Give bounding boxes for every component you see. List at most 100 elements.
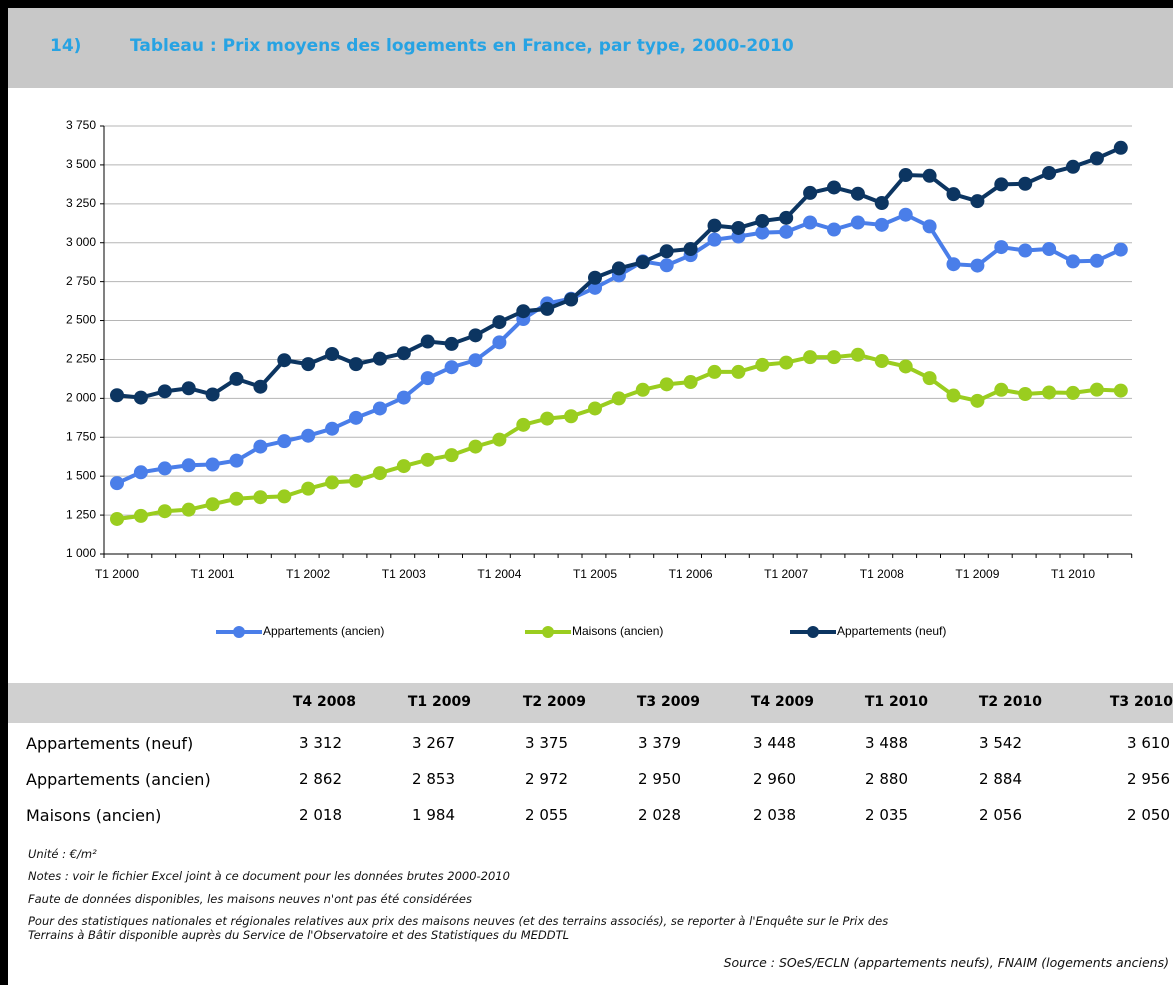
- point: [707, 364, 722, 379]
- table-cell: 2 018: [299, 806, 342, 824]
- point: [492, 432, 507, 447]
- column-header: T2 2009: [522, 694, 586, 710]
- row-label: Appartements (ancien): [26, 770, 211, 789]
- point: [898, 359, 913, 374]
- point: [372, 466, 387, 481]
- point: [755, 357, 770, 372]
- point: [110, 511, 124, 526]
- point: [898, 168, 913, 183]
- column-header: T1 2010: [864, 694, 928, 710]
- point: [683, 375, 698, 390]
- point: [205, 387, 220, 402]
- point: [325, 421, 340, 436]
- point: [253, 379, 268, 394]
- point: [325, 347, 340, 362]
- point: [157, 384, 172, 399]
- point: [110, 476, 124, 491]
- table-cell: 2 880: [865, 770, 908, 788]
- y-tick-label: 3 000: [66, 235, 96, 249]
- point: [229, 371, 244, 386]
- title: Tableau : Prix moyens des logements en F…: [130, 36, 794, 56]
- point: [1018, 387, 1033, 402]
- point: [157, 504, 172, 519]
- note: Faute de données disponibles, les maison…: [28, 892, 472, 906]
- point: [946, 388, 961, 403]
- point: [588, 280, 602, 295]
- point: [133, 508, 148, 523]
- point: [994, 240, 1009, 255]
- point: [898, 207, 913, 222]
- point: [420, 452, 435, 467]
- y-tick-label: 1 000: [66, 546, 96, 560]
- table-cell: 3 312: [299, 734, 342, 752]
- y-tick-label: 1 750: [66, 429, 96, 443]
- column-header: T2 2010: [978, 694, 1042, 710]
- point: [707, 218, 722, 233]
- source: Source : SOeS/ECLN (appartements neufs),…: [723, 955, 1169, 970]
- x-tick-label: T1 2009: [955, 567, 999, 581]
- point: [1089, 253, 1104, 268]
- point: [540, 301, 555, 316]
- point: [349, 473, 363, 488]
- y-tick-label: 2 250: [66, 352, 96, 366]
- point: [707, 232, 722, 247]
- point: [157, 461, 172, 476]
- row-label: Maisons (ancien): [26, 806, 162, 825]
- point: [803, 185, 818, 200]
- point: [420, 371, 435, 386]
- point: [1042, 166, 1057, 181]
- point: [205, 457, 220, 472]
- table-cell: 2 050: [1127, 806, 1170, 824]
- point: [850, 215, 865, 230]
- point: [468, 353, 483, 368]
- y-tick-label: 3 250: [66, 196, 96, 210]
- point: [659, 244, 674, 259]
- point: [803, 350, 818, 365]
- point: [1113, 140, 1128, 155]
- point: [301, 357, 316, 372]
- point: [683, 241, 698, 256]
- note: Unité : €/m²: [28, 847, 97, 861]
- column-header: T4 2008: [292, 694, 356, 710]
- point: [420, 334, 435, 349]
- x-tick-label: T1 2001: [191, 567, 235, 581]
- table-cell: 3 375: [525, 734, 568, 752]
- point: [372, 351, 387, 366]
- point: [827, 350, 841, 365]
- note: Notes : voir le fichier Excel joint à ce…: [28, 869, 510, 883]
- point: [133, 390, 148, 405]
- point: [659, 377, 674, 392]
- point: [803, 215, 818, 230]
- point: [731, 364, 746, 379]
- table-cell: 2 055: [525, 806, 568, 824]
- point: [850, 347, 865, 362]
- table-cell: 2 960: [753, 770, 796, 788]
- table-cell: 2 038: [753, 806, 796, 824]
- x-tick-label: T1 2010: [1051, 567, 1095, 581]
- table-cell: 2 056: [979, 806, 1022, 824]
- table-cell: 3 542: [979, 734, 1022, 752]
- point: [779, 355, 794, 370]
- point: [588, 270, 602, 285]
- point: [946, 257, 961, 272]
- row-label: Appartements (neuf): [26, 734, 194, 753]
- legend-label: Maisons (ancien): [572, 624, 663, 638]
- x-tick-label: T1 2003: [382, 567, 426, 581]
- point: [444, 360, 459, 375]
- table-cell: 3 379: [638, 734, 681, 752]
- point: [755, 213, 770, 228]
- point: [253, 490, 268, 505]
- x-tick-label: T1 2002: [286, 567, 330, 581]
- point: [1113, 383, 1128, 398]
- point: [970, 258, 985, 273]
- point: [253, 439, 268, 454]
- y-tick-label: 2 500: [66, 313, 96, 327]
- x-tick-label: T1 2006: [669, 567, 713, 581]
- point: [205, 497, 220, 512]
- table-cell: 3 448: [753, 734, 796, 752]
- y-tick-label: 2 750: [66, 274, 96, 288]
- table-cell: 3 267: [412, 734, 455, 752]
- y-tick-label: 3 750: [66, 118, 96, 132]
- point: [133, 465, 148, 480]
